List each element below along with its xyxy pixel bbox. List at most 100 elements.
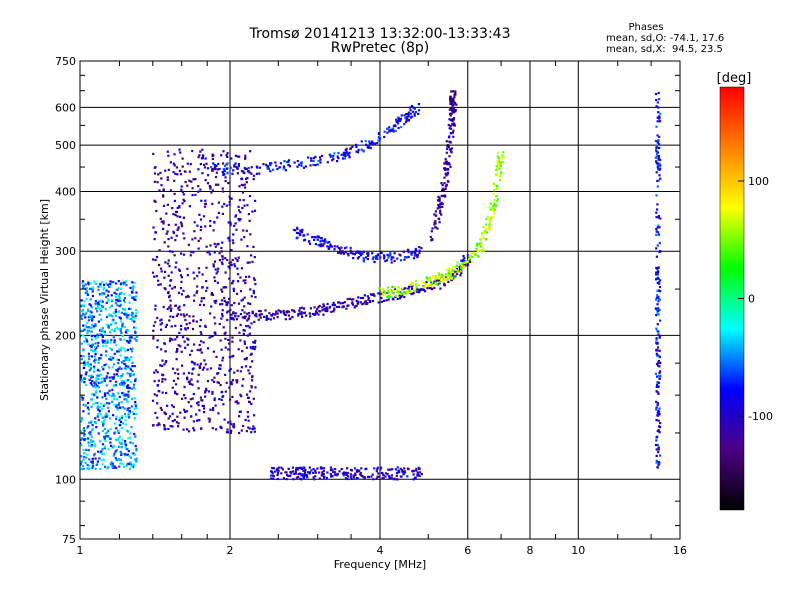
data-point	[444, 172, 447, 175]
data-point	[472, 251, 475, 255]
data-point	[328, 240, 331, 244]
data-point	[226, 171, 229, 174]
data-point	[236, 369, 239, 372]
data-point	[657, 233, 660, 236]
data-point	[293, 310, 296, 313]
data-point	[402, 250, 405, 253]
data-point	[349, 249, 352, 252]
data-point	[222, 150, 225, 153]
data-point	[229, 398, 232, 401]
data-point	[123, 301, 126, 304]
data-point	[331, 303, 334, 307]
data-point	[222, 168, 225, 171]
data-point	[101, 396, 104, 399]
data-point	[253, 278, 256, 281]
data-point	[236, 280, 240, 283]
data-point	[293, 161, 296, 164]
data-point	[313, 306, 316, 309]
data-point	[94, 337, 97, 340]
data-point	[449, 101, 452, 104]
data-point	[105, 296, 108, 299]
data-point	[184, 346, 187, 349]
data-point	[321, 239, 324, 242]
data-point	[129, 339, 132, 342]
data-point	[418, 288, 421, 291]
data-point	[655, 146, 658, 149]
data-point	[97, 306, 100, 310]
data-point	[201, 273, 204, 276]
data-point	[449, 98, 452, 101]
data-point	[220, 288, 223, 291]
data-point	[186, 327, 189, 330]
data-point	[272, 467, 275, 470]
data-point	[319, 245, 322, 248]
data-point	[244, 282, 247, 285]
data-point	[213, 376, 216, 379]
data-point	[378, 475, 381, 478]
data-point	[461, 267, 464, 270]
data-point	[119, 445, 122, 449]
data-point	[199, 325, 202, 328]
data-point	[331, 468, 334, 471]
data-point	[90, 355, 93, 358]
data-point	[282, 167, 285, 170]
data-point	[658, 117, 661, 120]
data-point	[346, 252, 350, 255]
data-point	[483, 237, 486, 240]
data-point	[433, 223, 436, 226]
data-point	[276, 167, 279, 171]
data-point	[129, 432, 132, 435]
data-point	[160, 328, 163, 331]
data-point	[655, 233, 658, 236]
data-point	[658, 143, 661, 146]
data-point	[303, 466, 306, 469]
data-point	[104, 342, 107, 345]
data-point	[355, 251, 358, 254]
data-point	[436, 227, 439, 230]
data-point	[109, 355, 112, 359]
data-point	[167, 417, 170, 420]
data-point	[393, 287, 397, 291]
data-point	[393, 477, 396, 480]
data-point	[488, 219, 491, 222]
data-point	[655, 408, 658, 411]
data-point	[413, 476, 417, 479]
data-point	[135, 291, 138, 294]
data-point	[90, 392, 93, 396]
data-point	[97, 408, 100, 411]
data-point	[84, 336, 87, 339]
data-point	[118, 366, 121, 369]
data-point	[129, 368, 132, 371]
data-point	[238, 415, 241, 418]
data-point	[251, 376, 254, 379]
data-point	[657, 451, 660, 454]
data-point	[413, 107, 416, 110]
data-point	[166, 150, 169, 153]
data-point	[199, 188, 202, 191]
data-point	[92, 403, 95, 406]
data-point	[287, 467, 290, 470]
data-point	[99, 329, 102, 332]
data-point	[224, 390, 227, 393]
data-point	[194, 193, 197, 196]
data-point	[459, 270, 462, 273]
data-point	[454, 265, 457, 269]
y-tick-label: 600	[55, 101, 76, 114]
data-point	[426, 287, 429, 290]
data-point	[120, 406, 123, 409]
data-point	[85, 326, 88, 329]
data-point	[659, 279, 662, 282]
data-point	[213, 398, 216, 402]
data-point	[314, 469, 317, 472]
data-point	[160, 270, 163, 273]
data-point	[658, 462, 661, 465]
data-point	[324, 240, 327, 243]
data-point	[232, 287, 235, 290]
data-point	[413, 112, 416, 115]
data-point	[655, 406, 658, 409]
data-point	[200, 199, 203, 202]
data-point	[225, 204, 228, 207]
data-point	[211, 392, 214, 395]
data-point	[657, 309, 660, 312]
data-point	[464, 260, 467, 263]
